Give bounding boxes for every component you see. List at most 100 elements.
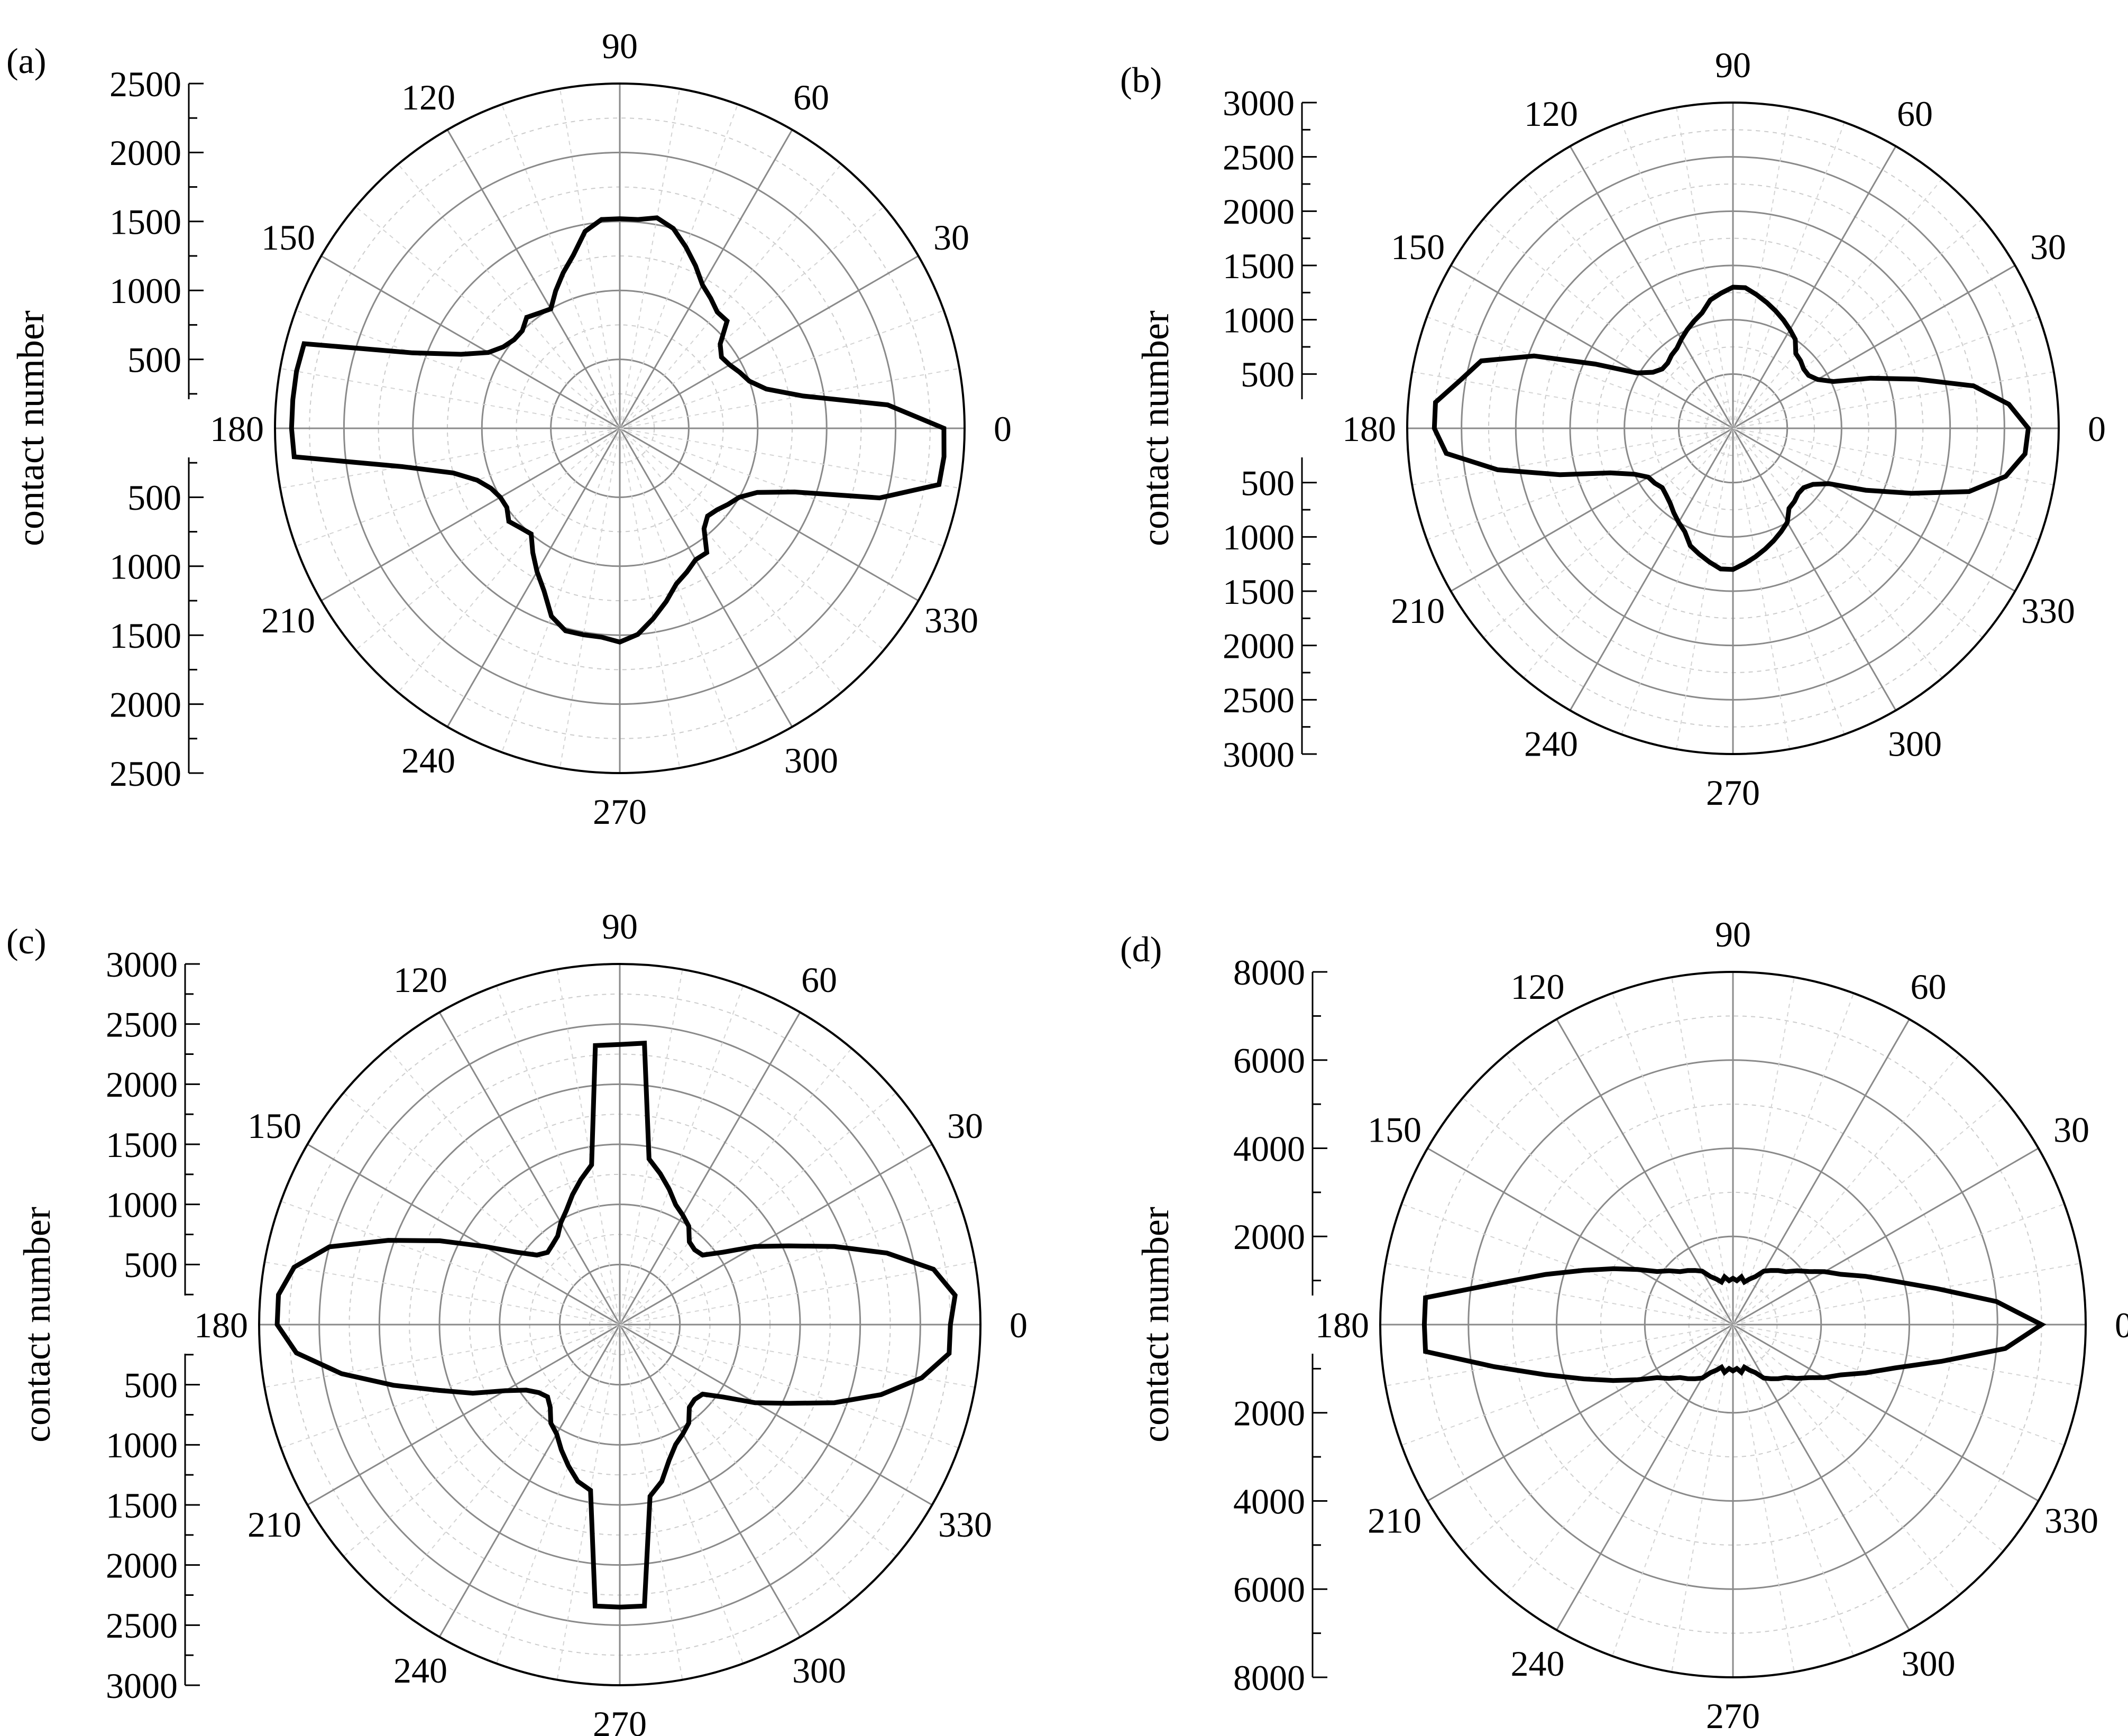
minor-spoke xyxy=(1732,428,2040,540)
angle-tick-label: 90 xyxy=(602,906,638,947)
angle-tick-label: 270 xyxy=(1706,1696,1760,1736)
radial-tick-label: 2500 xyxy=(1223,137,1295,177)
angle-tick-label: 330 xyxy=(924,600,978,640)
minor-spoke xyxy=(1523,178,1733,429)
major-spoke xyxy=(1569,145,1734,429)
angle-tick-label: 60 xyxy=(801,960,837,1000)
radial-tick-label: 500 xyxy=(124,1245,178,1285)
angle-tick-label: 210 xyxy=(247,1504,301,1545)
major-spoke xyxy=(1450,264,1733,429)
minor-spoke xyxy=(501,428,620,753)
angle-tick-label: 240 xyxy=(1511,1643,1565,1684)
radial-axis-title: contact number xyxy=(16,1207,58,1443)
minor-spoke xyxy=(295,310,620,429)
major-spoke xyxy=(446,428,621,728)
angle-tick-label: 60 xyxy=(1897,94,1933,134)
minor-spoke xyxy=(619,1048,852,1325)
radial-tick-label: 3000 xyxy=(1223,734,1295,775)
angle-tick-label: 180 xyxy=(1342,409,1396,449)
minor-spoke xyxy=(1426,428,1733,540)
angle-tick-label: 150 xyxy=(261,217,315,258)
minor-spoke xyxy=(619,1324,897,1557)
radial-tick-label: 4000 xyxy=(1233,1128,1305,1169)
minor-spoke xyxy=(1732,316,2040,429)
minor-spoke xyxy=(559,428,620,768)
minor-spoke xyxy=(1732,122,1845,429)
radial-tick-label: 500 xyxy=(1241,463,1295,503)
angle-tick-label: 150 xyxy=(1368,1109,1421,1150)
angle-tick-label: 90 xyxy=(1715,45,1751,85)
minor-spoke xyxy=(619,1324,744,1664)
major-spoke xyxy=(619,428,793,728)
major-spoke xyxy=(1427,1147,1733,1326)
radial-tick-label: 2000 xyxy=(1223,626,1295,666)
minor-spoke xyxy=(387,1048,620,1325)
minor-spoke xyxy=(619,1092,897,1325)
major-spoke xyxy=(1427,1324,1733,1502)
panel-c: 0 30 60 90 120 150 180 210 240 270 300 330 500 500 100… xyxy=(6,906,1028,1736)
minor-spoke xyxy=(1676,107,1733,429)
minor-spoke xyxy=(1412,371,1733,429)
minor-spoke xyxy=(1732,428,1983,638)
angle-tick-label: 240 xyxy=(1524,724,1578,764)
radial-axis-title: contact number xyxy=(10,310,52,546)
radial-tick-label: 2000 xyxy=(1223,191,1295,232)
minor-spoke xyxy=(398,163,620,429)
panel-label: (d) xyxy=(1120,929,1162,969)
angle-tick-label: 0 xyxy=(1010,1305,1028,1345)
minor-spoke xyxy=(1732,428,2054,485)
minor-spoke xyxy=(1621,122,1733,429)
minor-spoke xyxy=(280,428,620,489)
radial-tick-label: 2000 xyxy=(109,133,181,173)
panel-label: (b) xyxy=(1120,60,1162,100)
radial-tick-label: 500 xyxy=(124,1365,178,1405)
radial-tick-label: 2500 xyxy=(109,64,181,104)
minor-spoke xyxy=(387,1324,620,1602)
minor-spoke xyxy=(1732,178,1943,429)
angle-tick-label: 270 xyxy=(593,1704,647,1736)
minor-spoke xyxy=(1621,428,1733,735)
angle-tick-label: 60 xyxy=(793,77,829,117)
major-spoke xyxy=(1569,428,1734,711)
radial-tick-label: 2500 xyxy=(106,1004,178,1044)
radial-axis: 500 500 1000 1000 1500 1500 2000 2000 2500 2500 30… xyxy=(106,944,200,1706)
angle-tick-label: 30 xyxy=(2053,1109,2089,1150)
minor-spoke xyxy=(1483,428,1733,638)
minor-spoke xyxy=(280,1200,620,1325)
angle-tick-label: 120 xyxy=(1511,967,1565,1007)
radial-axis: 500 500 1000 1000 1500 1500 2000 2000 2500 2500 30… xyxy=(1223,83,1317,775)
angle-tick-label: 60 xyxy=(1911,967,1947,1007)
minor-spoke xyxy=(355,428,620,650)
angle-tick-label: 0 xyxy=(2115,1305,2128,1345)
angle-tick-label: 240 xyxy=(401,740,455,780)
panel-label: (c) xyxy=(6,921,46,961)
angle-tick-label: 180 xyxy=(1315,1305,1369,1345)
radial-axis-title: contact number xyxy=(1134,1207,1177,1443)
angle-tick-label: 120 xyxy=(401,77,455,117)
minor-spoke xyxy=(1483,218,1733,429)
major-spoke xyxy=(1732,145,1897,429)
minor-spoke xyxy=(1732,428,1790,749)
angle-tick-label: 0 xyxy=(994,409,1012,449)
radial-tick-label: 2500 xyxy=(109,754,181,794)
angle-tick-label: 210 xyxy=(1368,1500,1421,1540)
minor-spoke xyxy=(559,88,620,429)
major-spoke xyxy=(619,1324,933,1506)
minor-spoke xyxy=(619,428,960,489)
angle-tick-label: 30 xyxy=(947,1106,983,1146)
minor-spoke xyxy=(501,104,620,429)
radial-tick-label: 500 xyxy=(127,339,181,380)
minor-spoke xyxy=(619,368,960,429)
radial-tick-label: 500 xyxy=(127,477,181,518)
panel-b: 0 30 60 90 120 150 180 210 240 270 300 330 500 500 100… xyxy=(1120,45,2106,813)
major-spoke xyxy=(1732,1147,2039,1326)
outer-circle xyxy=(1379,971,2087,1678)
radial-tick-label: 1000 xyxy=(106,1425,178,1465)
angle-tick-label: 90 xyxy=(1715,914,1751,954)
angle-tick-label: 240 xyxy=(393,1650,447,1691)
minor-spoke xyxy=(619,1324,852,1602)
radial-tick-label: 1500 xyxy=(106,1485,178,1526)
outer-circle xyxy=(1406,102,2060,755)
minor-spoke xyxy=(1732,371,2054,429)
minor-spoke xyxy=(1426,316,1733,429)
